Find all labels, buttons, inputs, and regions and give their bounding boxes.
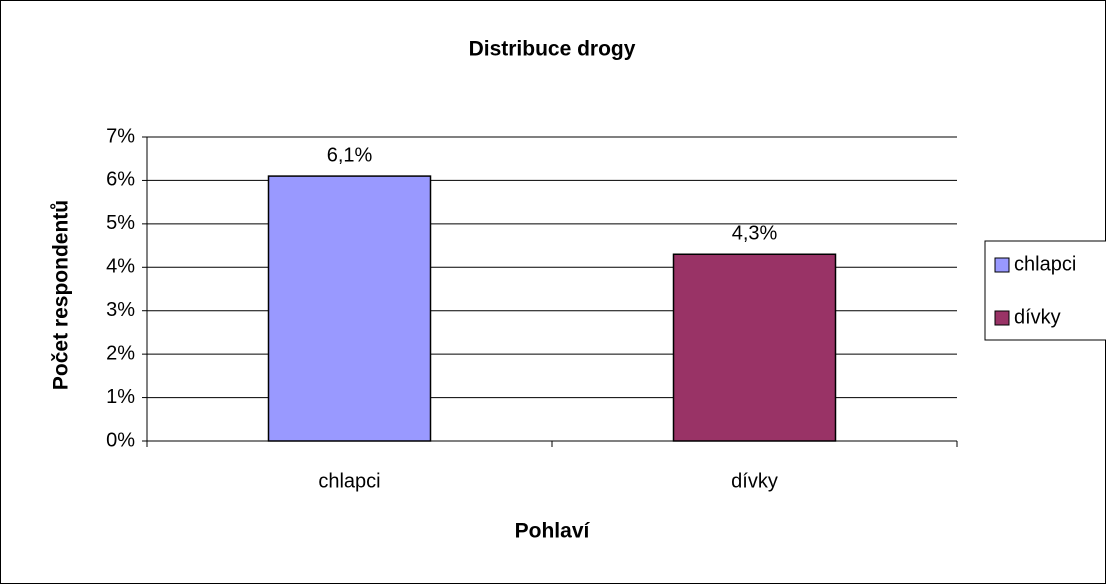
legend-swatch — [994, 257, 1010, 273]
x-axis-title: Pohlaví — [515, 520, 591, 543]
x-tick-label: chlapci — [318, 470, 380, 492]
y-tick-label: 2% — [106, 342, 135, 364]
y-tick-label: 6% — [106, 169, 135, 191]
bar — [267, 175, 432, 442]
y-tick-label: 3% — [106, 299, 135, 321]
x-tick-label: dívky — [731, 470, 778, 492]
y-tick-label: 1% — [106, 386, 135, 408]
y-axis-title: Počet respondentů — [50, 200, 73, 390]
y-tick-label: 5% — [106, 212, 135, 234]
legend-label: dívky — [1014, 306, 1061, 328]
legend-swatch — [994, 310, 1010, 326]
y-tick-label: 7% — [106, 125, 135, 147]
value-label: 4,3% — [732, 223, 778, 245]
chart-title: Distribuce drogy — [469, 38, 636, 61]
y-tick-label: 0% — [106, 429, 135, 451]
legend-label: chlapci — [1014, 253, 1076, 275]
value-label: 6,1% — [327, 144, 373, 166]
bar — [672, 253, 837, 442]
y-tick-label: 4% — [106, 256, 135, 278]
